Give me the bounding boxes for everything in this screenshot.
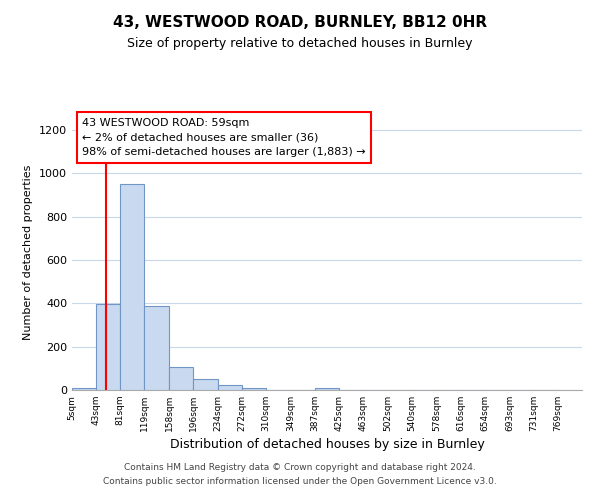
Text: Contains HM Land Registry data © Crown copyright and database right 2024.: Contains HM Land Registry data © Crown c… (124, 464, 476, 472)
Bar (145, 306, 169, 390)
Bar (242, 388, 266, 390)
Text: Size of property relative to detached houses in Burnley: Size of property relative to detached ho… (127, 38, 473, 51)
Bar (96, 304, 121, 390)
Bar (72, 388, 96, 390)
Bar (121, 184, 145, 390)
Text: 43 WESTWOOD ROAD: 59sqm
← 2% of detached houses are smaller (36)
98% of semi-det: 43 WESTWOOD ROAD: 59sqm ← 2% of detached… (82, 118, 366, 158)
Bar (218, 385, 242, 390)
X-axis label: Distribution of detached houses by size in Burnley: Distribution of detached houses by size … (170, 438, 484, 451)
Text: Contains public sector information licensed under the Open Government Licence v3: Contains public sector information licen… (103, 477, 497, 486)
Bar (169, 368, 193, 390)
Y-axis label: Number of detached properties: Number of detached properties (23, 165, 34, 340)
Bar (193, 378, 218, 390)
Text: 43, WESTWOOD ROAD, BURNLEY, BB12 0HR: 43, WESTWOOD ROAD, BURNLEY, BB12 0HR (113, 15, 487, 30)
Bar (315, 388, 339, 390)
